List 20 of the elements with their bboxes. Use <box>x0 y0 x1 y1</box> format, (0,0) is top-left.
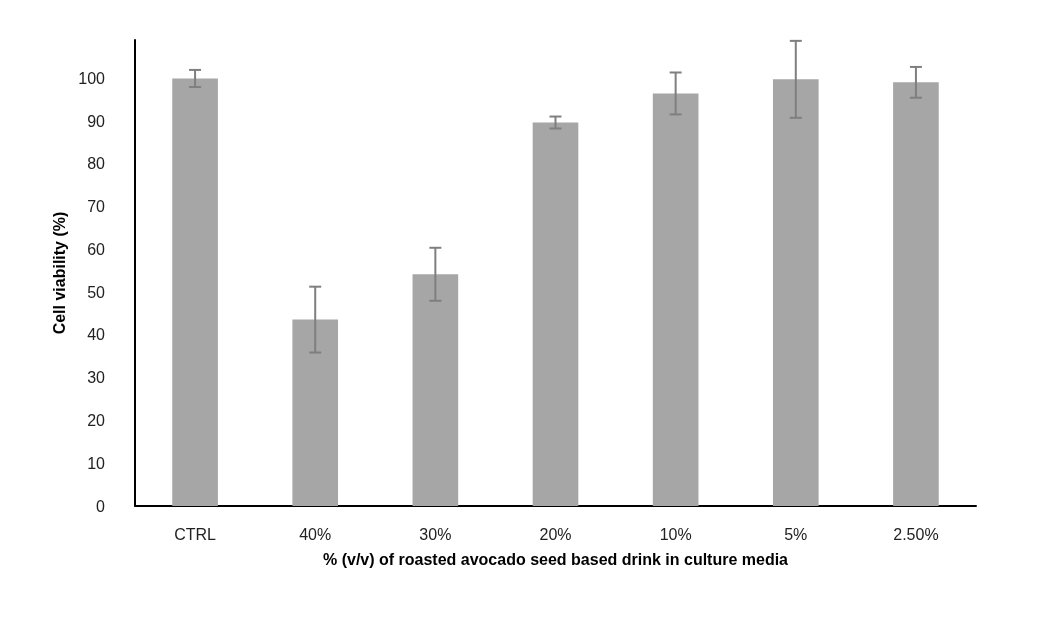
x-axis-title: % (v/v) of roasted avocado seed based drink in culture media <box>322 550 789 568</box>
x-tick-label: 40% <box>299 525 332 543</box>
x-tick-label: 2.50% <box>893 525 939 543</box>
y-tick-label: 40 <box>87 326 106 344</box>
y-axis-title: Cell viability (%) <box>50 211 68 335</box>
x-tick-label: 30% <box>419 525 452 543</box>
y-tick-label: 80 <box>87 155 106 173</box>
y-tick-label: 50 <box>87 283 106 301</box>
y-tick-label: 100 <box>78 69 106 87</box>
x-tick-label: CTRL <box>174 525 217 543</box>
x-tick-label: 5% <box>784 525 808 543</box>
x-tick-label: 20% <box>539 525 572 543</box>
y-tick-label: 70 <box>87 198 106 216</box>
x-tick-label: 10% <box>659 525 692 543</box>
y-tick-label: 60 <box>87 240 106 258</box>
y-tick-label: 0 <box>96 497 106 515</box>
y-tick-label: 10 <box>87 454 106 472</box>
y-tick-label: 20 <box>87 412 106 429</box>
y-tick-label: 30 <box>87 369 106 387</box>
y-tick-label: 90 <box>87 112 106 130</box>
